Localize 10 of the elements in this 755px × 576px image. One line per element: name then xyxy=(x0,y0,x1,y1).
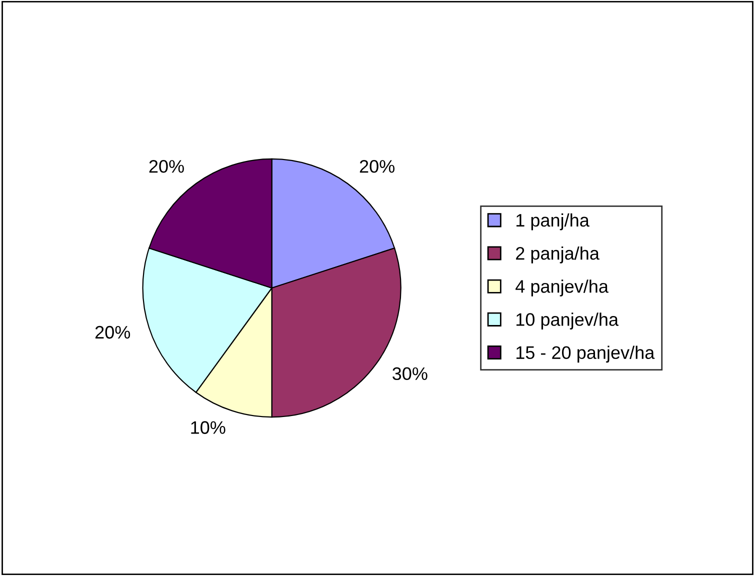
legend-label: 1 panj/ha xyxy=(516,213,590,230)
data-label: 20% xyxy=(95,326,130,339)
data-label: 30% xyxy=(392,367,428,380)
legend-label: 10 panjev/ha xyxy=(516,312,619,330)
data-label: 20% xyxy=(149,160,184,173)
legend-label: 4 panjev/ha xyxy=(516,280,608,296)
data-label: 10% xyxy=(191,421,226,434)
legend-label: 2 panja/ha xyxy=(516,246,600,264)
data-label: 20% xyxy=(360,160,395,173)
legend-label: 15 - 20 panjev/ha xyxy=(516,346,655,363)
